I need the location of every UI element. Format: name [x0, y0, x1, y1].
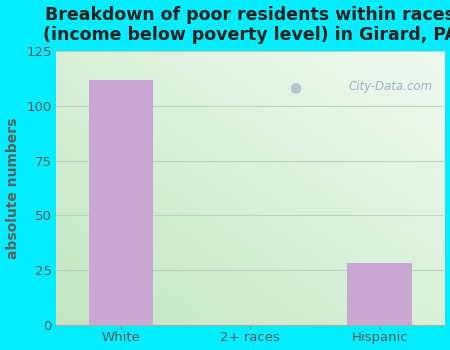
Bar [89, 80, 153, 324]
Text: City-Data.com: City-Data.com [349, 80, 433, 93]
Y-axis label: absolute numbers: absolute numbers [5, 117, 19, 259]
Text: ●: ● [289, 80, 301, 94]
Title: Breakdown of poor residents within races
(income below poverty level) in Girard,: Breakdown of poor residents within races… [43, 6, 450, 44]
Bar [347, 263, 412, 324]
